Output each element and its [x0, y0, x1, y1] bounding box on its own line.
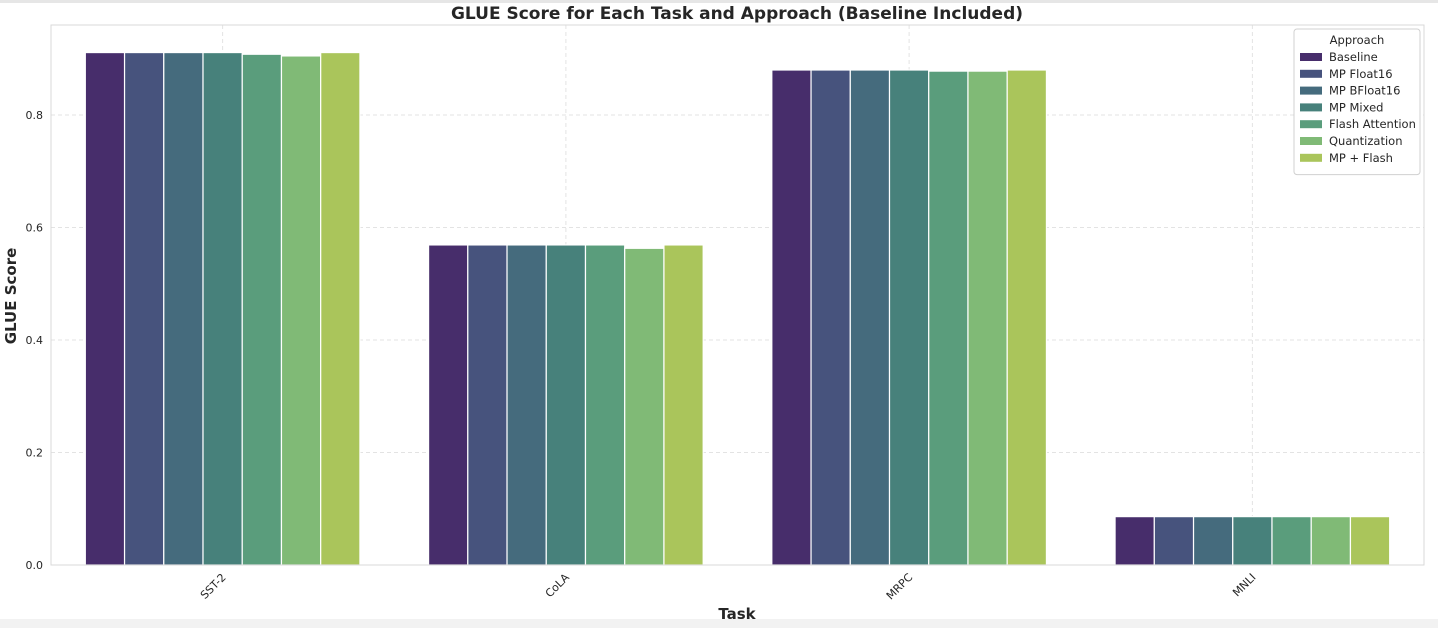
bottom-edge	[0, 619, 1438, 628]
bar	[1114, 516, 1155, 566]
y-tick-label: 0.8	[26, 109, 44, 122]
y-tick-label: 0.6	[26, 222, 44, 235]
legend-label: Baseline	[1329, 50, 1378, 64]
legend-label: Flash Attention	[1329, 117, 1416, 131]
bar	[320, 51, 361, 566]
bar	[1006, 69, 1048, 566]
bar	[1349, 516, 1391, 566]
bar	[888, 69, 930, 566]
x-tick-label: CoLA	[543, 571, 573, 601]
legend-box	[1293, 28, 1421, 176]
bar	[506, 244, 547, 566]
x-tick-label: MRPC	[884, 571, 916, 603]
bar	[202, 51, 243, 566]
bar	[663, 244, 704, 566]
legend-swatch	[1300, 53, 1322, 61]
legend-label: MP Mixed	[1329, 100, 1383, 114]
bar	[584, 244, 626, 566]
bar	[163, 51, 204, 566]
bar	[967, 70, 1008, 566]
bar	[467, 244, 508, 566]
plot-frame	[50, 24, 1425, 566]
legend-swatch	[1300, 103, 1322, 112]
bar	[849, 69, 891, 566]
bar	[928, 70, 969, 566]
bar	[1310, 516, 1352, 566]
y-tick-label: 0.4	[26, 334, 44, 347]
bar	[624, 247, 665, 566]
legend-items: Baseline MP Float16 MP BFloat16 MP Mixed Fla…	[1300, 50, 1416, 165]
y-axis-ticks: 0.0 0.2 0.4 0.6 0.8	[26, 109, 44, 572]
bar	[810, 69, 851, 566]
chart-title: GLUE Score for Each Task and Approach (B…	[451, 4, 1023, 24]
bar	[1232, 516, 1273, 566]
bar	[427, 244, 469, 566]
x-axis-ticks: SST-2 CoLA MRPC MNLI	[198, 571, 1259, 603]
legend-label: MP Float16	[1329, 67, 1393, 81]
bar	[1192, 516, 1234, 566]
legend-label: MP BFloat16	[1329, 84, 1400, 98]
legend-swatch	[1300, 69, 1322, 78]
y-tick-label: 0.2	[26, 447, 44, 460]
legend-label: Quantization	[1329, 134, 1403, 148]
y-axis-label: GLUE Score	[2, 248, 20, 345]
legend-label: MP + Flash	[1329, 151, 1393, 165]
legend-swatch	[1300, 153, 1322, 162]
y-tick-label: 0.0	[26, 559, 44, 572]
bar	[1271, 516, 1312, 566]
bar	[241, 53, 283, 566]
top-edge	[0, 0, 1438, 3]
x-tick-label: SST-2	[198, 571, 229, 602]
bar	[1153, 516, 1195, 566]
bar	[123, 51, 165, 566]
legend-swatch	[1300, 86, 1322, 95]
legend: Approach Baseline MP Float16 MP BFloat16 MP…	[1293, 28, 1421, 176]
bar	[84, 51, 126, 566]
bars	[84, 51, 1391, 566]
x-tick-label: MNLI	[1230, 571, 1258, 599]
bar	[545, 244, 587, 566]
legend-swatch	[1300, 137, 1322, 145]
bar	[280, 55, 322, 566]
x-axis-label: Task	[718, 605, 756, 623]
legend-title: Approach	[1330, 33, 1385, 47]
legend-swatch	[1300, 120, 1322, 129]
bar	[771, 69, 812, 566]
